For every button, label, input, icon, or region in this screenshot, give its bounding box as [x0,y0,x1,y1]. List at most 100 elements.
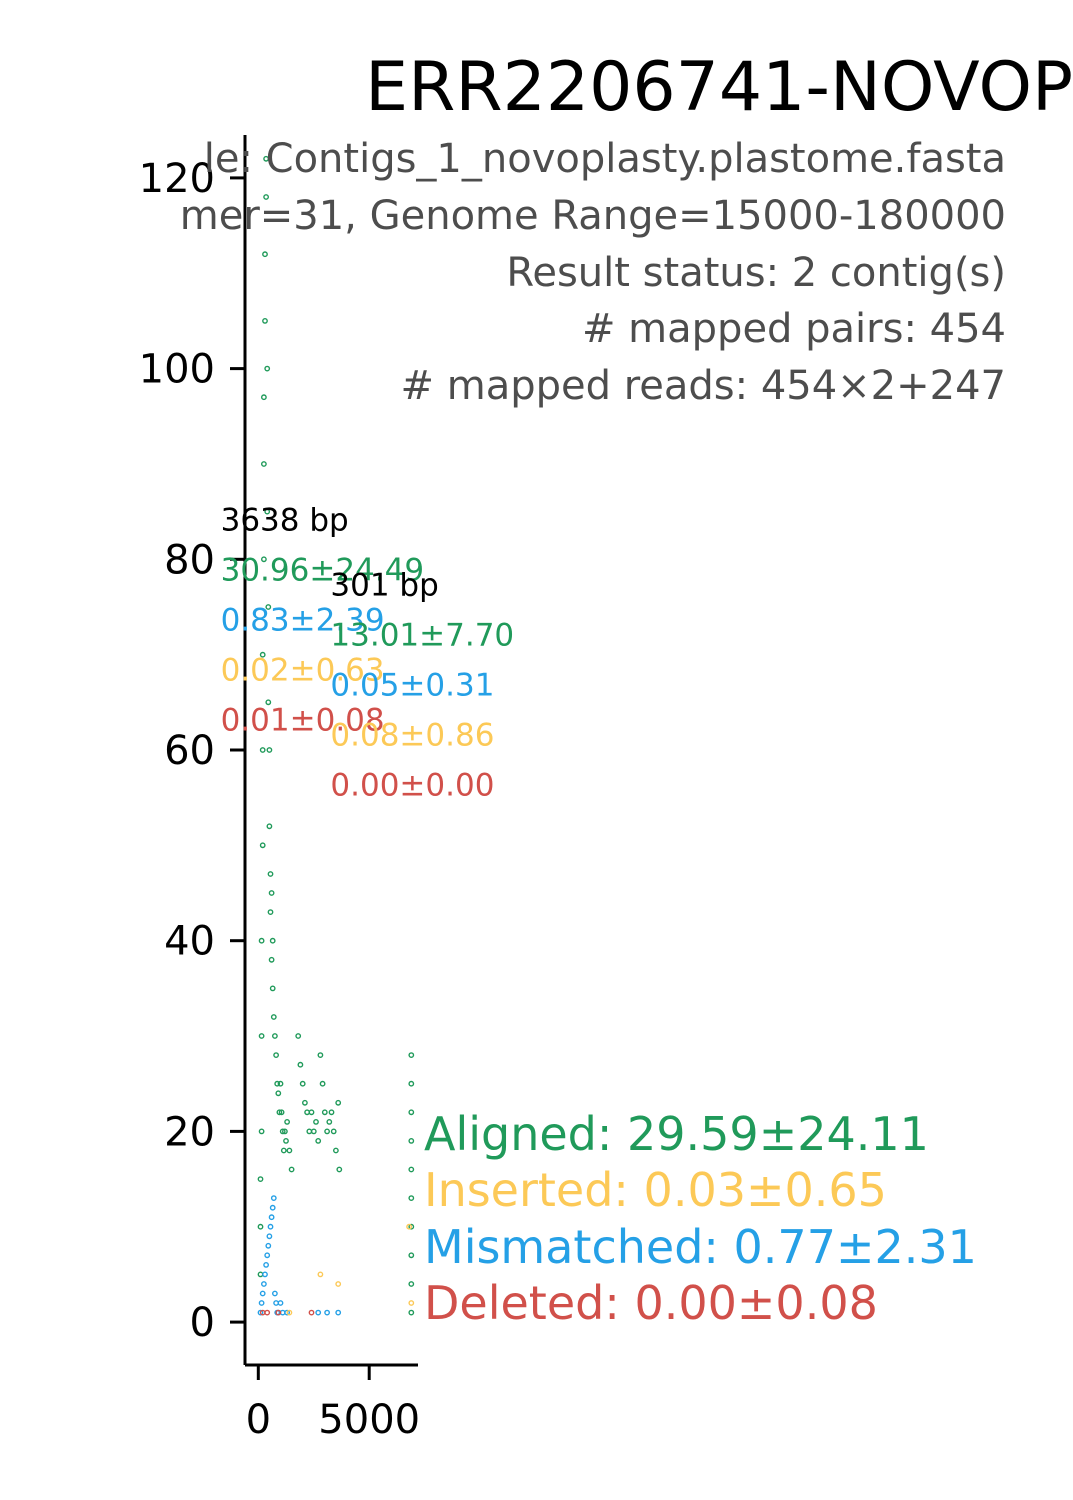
aligned-point [276,1109,283,1116]
aligned-point [260,394,267,401]
aligned-point [270,1014,277,1020]
mismatched-point [259,1290,266,1297]
contig-deleted-stat: 0.00±0.00 [330,768,494,804]
aligned-point [257,1271,264,1278]
aligned-point [408,1195,415,1202]
mismatched-point [284,1309,290,1316]
aligned-point [264,365,271,372]
aligned-point [315,1138,322,1144]
mismatched-point [257,1309,264,1316]
contig-length-label: 301 bp [330,568,438,604]
summary-inserted: Inserted: 0.03±0.65 [424,1163,887,1217]
aligned-point [408,1252,415,1259]
summary-aligned: Aligned: 29.59±24.11 [424,1107,929,1161]
mismatched-point [335,1309,342,1316]
aligned-point [288,1166,295,1173]
contig-annotations: 3638 bp 30.96±24.49 0.83±2.39 0.02±0.63 0.01… [221,503,515,804]
y-tick-label: 40 [164,919,215,965]
subtitle-line: mer=31, Genome Range=15000-180000 [180,193,1006,239]
aligned-point [332,1147,339,1154]
summary-deleted: Deleted: 0.00±0.08 [424,1276,878,1330]
inserted-point [335,1281,342,1287]
summary-legend: Aligned: 29.59±24.11 Inserted: 0.03±0.65… [424,1107,977,1330]
aligned-point [277,1080,284,1087]
aligned-point [324,1128,330,1135]
aligned-point [284,1119,290,1125]
contig-mismatched-stat: 0.05±0.31 [330,668,494,704]
aligned-point [408,1109,415,1116]
aligned-point [408,1281,415,1287]
aligned-point [268,956,275,963]
aligned-point [283,1138,289,1144]
x-tick-label: 5000 [318,1397,420,1443]
inserted-point [408,1300,415,1306]
aligned-point [259,842,266,849]
aligned-point [267,909,274,915]
aligned-point [408,1223,415,1230]
aligned-point [264,508,271,515]
mismatched-point [271,1290,278,1297]
mismatched-point [267,1223,274,1230]
y-tick-label: 0 [190,1300,215,1346]
aligned-point [330,1128,337,1135]
aligned-point [262,317,268,324]
subtitle-line: Result status: 2 contig(s) [506,250,1006,296]
mismatched-point [265,1242,272,1249]
aligned-point [269,937,276,944]
mismatched-point [258,1300,265,1306]
aligned-point [308,1109,315,1116]
aligned-point [260,556,267,563]
aligned-point [408,1309,415,1316]
aligned-point [313,1119,319,1125]
inserted-point [317,1271,324,1278]
aligned-point [408,1166,415,1173]
aligned-point [280,1147,287,1154]
aligned-point [306,1128,313,1135]
deleted-point [264,1309,271,1316]
aligned-point [258,1128,265,1135]
subtitle-line: # mapped pairs: 454 [582,306,1006,352]
aligned-point [275,1090,282,1097]
contig-inserted-stat: 0.02±0.63 [221,653,385,689]
inserted-point [286,1309,293,1316]
contig-aligned-stat: 13.01±7.70 [330,618,514,654]
y-tick-label: 120 [139,156,215,202]
chart-titles: ERR2206741-NOVOP le: Contigs_1_novoplast… [180,48,1073,409]
aligned-point [266,823,273,830]
aligned-point [295,1033,302,1039]
aligned-point [286,1147,293,1154]
aligned-point [265,604,272,610]
aligned-point [268,890,275,896]
data-points [257,155,415,1316]
aligned-point [260,461,267,467]
aligned-point [297,1061,304,1068]
aligned-point [326,1119,333,1125]
aligned-point [265,699,272,706]
mismatched-point [263,1262,269,1268]
aligned-point [279,1128,286,1135]
mismatched-point [262,1271,268,1278]
aligned-point [266,747,273,753]
subtitle-line: # mapped reads: 454×2+247 [401,363,1007,409]
aligned-point [317,1052,324,1059]
aligned-point [262,251,268,258]
aligned-point [259,747,266,753]
deleted-point [308,1309,315,1316]
aligned-point [257,1176,264,1183]
aligned-point [271,1033,278,1039]
aligned-point [269,985,276,992]
contig-aligned-stat: 30.96±24.49 [221,553,424,589]
contig-mismatched-stat: 0.83±2.39 [221,603,385,639]
mismatched-point [324,1309,330,1316]
mismatched-point [269,1204,276,1211]
aligned-point [319,1080,326,1087]
aligned-point [278,1109,285,1116]
chart-title: ERR2206741-NOVOP [365,48,1073,127]
contig-inserted-stat: 0.08±0.86 [330,718,494,754]
inserted-point [406,1223,412,1230]
aligned-point [263,155,269,162]
aligned-point [267,871,274,877]
aligned-point [408,1138,415,1144]
aligned-point [336,1166,343,1173]
